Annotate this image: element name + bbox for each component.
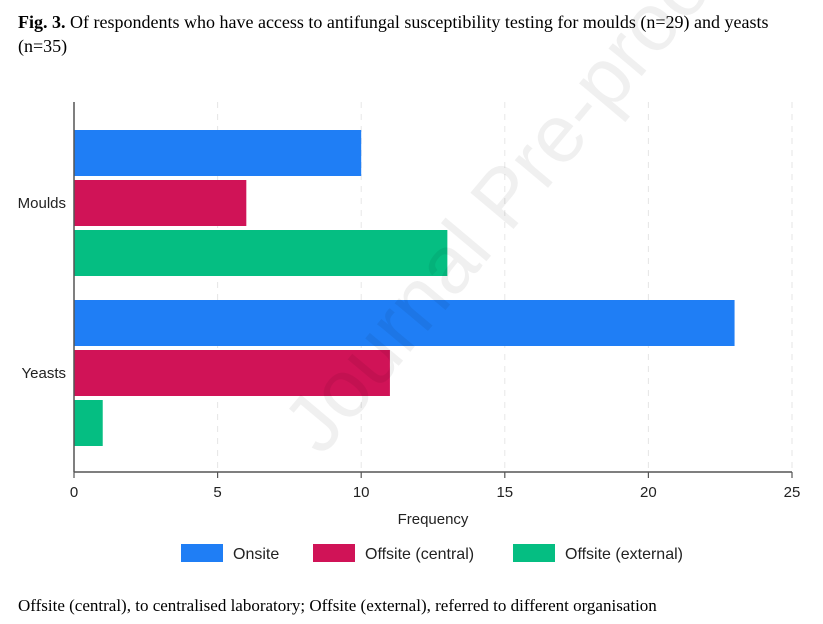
x-tick-label: 15 — [496, 484, 513, 501]
figure-caption-text: Of respondents who have access to antifu… — [18, 12, 769, 56]
legend-label: Offsite (external) — [565, 546, 683, 563]
figure-caption: Fig. 3. Of respondents who have access t… — [18, 10, 808, 58]
x-axis-title: Frequency — [398, 511, 469, 528]
bar-chart: Moulds Yeasts 0 5 10 15 20 25 Frequency Onsite Off… — [18, 102, 801, 563]
x-tick-label: 0 — [70, 484, 78, 501]
bar-moulds-1 — [74, 180, 247, 226]
legend-swatch — [513, 544, 555, 562]
bar-moulds-0 — [74, 130, 362, 176]
bar-moulds-2 — [74, 230, 448, 276]
legend-swatch — [313, 544, 355, 562]
legend-label: Onsite — [233, 546, 279, 563]
legend-label: Offsite (central) — [365, 546, 474, 563]
x-tick-label: 10 — [353, 484, 370, 501]
legend-swatch — [181, 544, 223, 562]
bar-yeasts-0 — [74, 300, 735, 346]
figure-label: Fig. 3. — [18, 12, 66, 32]
figure-footnote: Offsite (central), to centralised labora… — [18, 596, 657, 615]
x-tick-label: 5 — [213, 484, 221, 501]
x-tick-label: 25 — [784, 484, 801, 501]
category-label: Moulds — [18, 195, 66, 212]
bar-yeasts-1 — [74, 350, 390, 396]
bar-yeasts-2 — [74, 400, 103, 446]
category-label: Yeasts — [22, 365, 66, 382]
x-tick-label: 20 — [640, 484, 657, 501]
